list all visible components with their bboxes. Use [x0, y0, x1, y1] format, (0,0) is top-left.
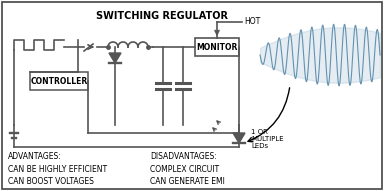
Text: ADVANTAGES:
CAN BE HIGHLY EFFICIENT
CAN BOOST VOLTAGES: ADVANTAGES: CAN BE HIGHLY EFFICIENT CAN … — [8, 152, 107, 186]
Polygon shape — [233, 133, 245, 143]
Text: 1 OR
MULTIPLE
LEDs: 1 OR MULTIPLE LEDs — [251, 129, 284, 150]
Text: CONTROLLER: CONTROLLER — [30, 77, 88, 86]
Bar — [30, 72, 88, 90]
Text: MONITOR: MONITOR — [196, 43, 238, 52]
Text: DISADVANTAGES:
COMPLEX CIRCUIT
CAN GENERATE EMI: DISADVANTAGES: COMPLEX CIRCUIT CAN GENER… — [150, 152, 225, 186]
Polygon shape — [109, 53, 121, 63]
Text: SWITCHING REGULATOR: SWITCHING REGULATOR — [96, 11, 228, 21]
Bar — [195, 38, 239, 56]
Text: HOT: HOT — [244, 18, 260, 27]
